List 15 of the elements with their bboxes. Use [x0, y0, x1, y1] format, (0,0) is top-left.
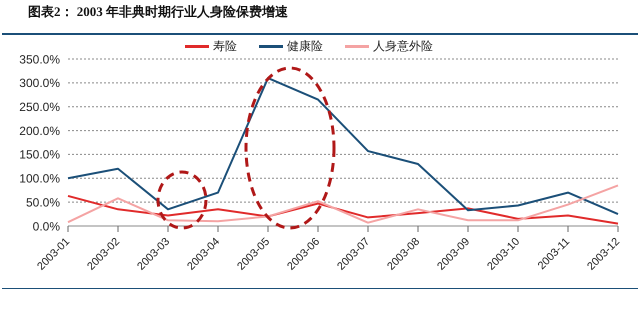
- legend-label: 健康险: [286, 38, 323, 55]
- y-tick-label: 0.0%: [32, 219, 60, 234]
- legend-label: 人身意外险: [372, 38, 433, 55]
- line-series: [67, 194, 619, 225]
- y-tick-label: 200.0%: [19, 124, 60, 138]
- line-series: [67, 77, 619, 216]
- y-tick-label: 250.0%: [19, 100, 60, 114]
- y-tick-label: 350.0%: [19, 52, 60, 66]
- y-tick-label: 300.0%: [19, 76, 60, 90]
- chart-title: 图表2： 2003 年非典时期行业人身险保费增速: [28, 3, 288, 21]
- y-tick-label: 100.0%: [19, 172, 60, 186]
- legend-label: 寿险: [212, 38, 237, 55]
- line-series: [67, 184, 619, 224]
- y-tick-label: 150.0%: [19, 148, 60, 162]
- y-tick-label: 50.0%: [26, 195, 60, 210]
